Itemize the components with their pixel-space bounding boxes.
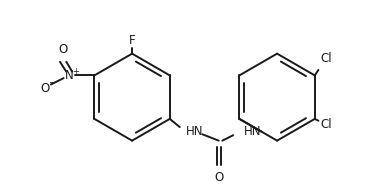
Text: O: O xyxy=(40,82,49,94)
Text: O: O xyxy=(58,43,67,56)
Text: HN: HN xyxy=(186,125,204,138)
Text: Cl: Cl xyxy=(320,118,332,131)
Text: O: O xyxy=(214,171,223,184)
Text: HN: HN xyxy=(244,125,262,138)
Text: Cl: Cl xyxy=(320,52,332,64)
Text: N: N xyxy=(65,69,73,82)
Text: +: + xyxy=(73,67,79,76)
Text: −: − xyxy=(49,78,57,88)
Text: F: F xyxy=(129,34,135,47)
